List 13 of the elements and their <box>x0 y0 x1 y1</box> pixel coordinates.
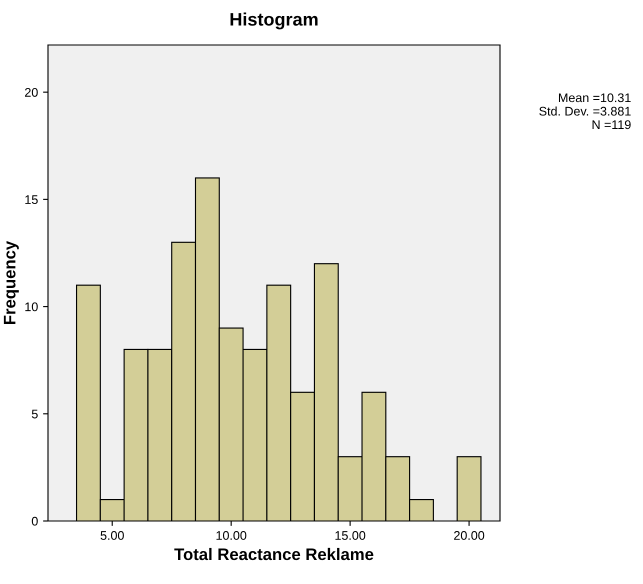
x-tick-label: 20.00 <box>454 531 484 540</box>
y-tick-label: 15 <box>25 195 38 204</box>
y-tick-label: 10 <box>25 302 38 312</box>
x-tick-label: 10.00 <box>216 531 246 540</box>
y-axis-title: Frequency <box>4 240 19 324</box>
chart-title: Histogram <box>230 12 318 30</box>
x-axis-title: Total Reactance Reklame <box>174 548 374 560</box>
text: Mean =10.31 Std. Dev. =3.881 N =119 <box>539 93 631 130</box>
y-tick-label: 5 <box>32 410 38 418</box>
y-tick-label: 0 <box>32 516 38 526</box>
x-tick-label: 5.00 <box>100 531 124 540</box>
y-tick-label: 20 <box>25 88 38 97</box>
x-tick-label: 15.00 <box>335 531 366 540</box>
